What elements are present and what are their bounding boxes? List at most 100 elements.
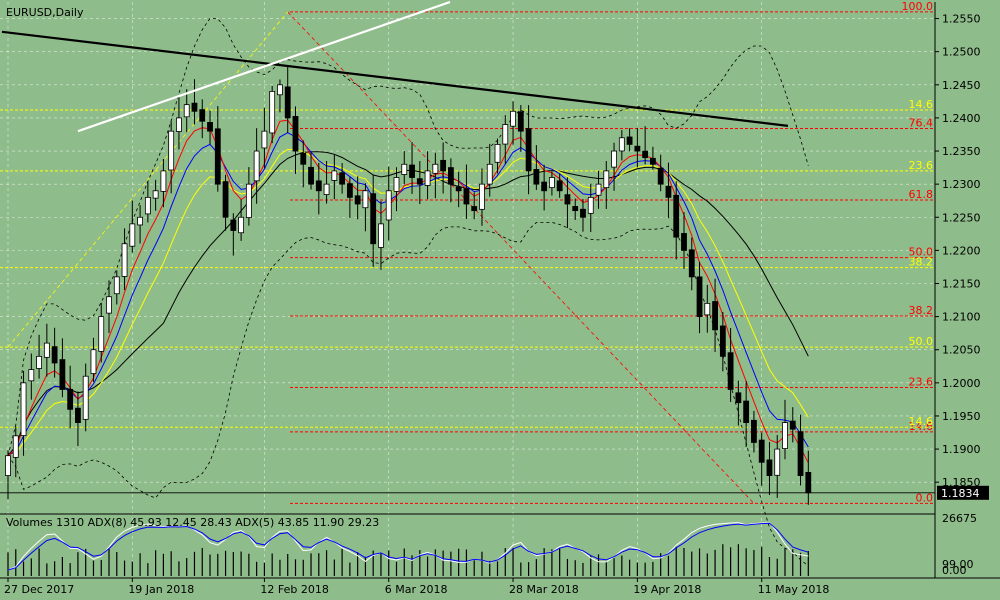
candle-bull [401, 163, 408, 175]
candle-bull [129, 223, 136, 247]
fibo-yellow-label: 38.2 [909, 256, 934, 269]
candle-bear [207, 122, 213, 132]
price-tick-label: 1.1850 [942, 476, 981, 489]
trend-lines [1, 0, 789, 133]
candle-bear [541, 181, 548, 192]
price-tick-label: 1.1950 [942, 410, 981, 423]
candle-bear [556, 180, 563, 192]
time-tick-label: 28 Mar 2018 [509, 583, 579, 596]
price-tick-label: 1.1900 [942, 443, 981, 456]
time-tick-label: 6 Mar 2018 [385, 583, 448, 596]
candle-bull [704, 302, 711, 316]
candle-bear [447, 167, 454, 185]
candle-bull [5, 455, 11, 476]
candle-bear [222, 181, 229, 218]
candle-bull [168, 130, 175, 171]
candle-bull [245, 183, 252, 219]
time-tick-label: 11 May 2018 [758, 583, 830, 596]
candle-bull [323, 183, 330, 195]
trend-line-black [1, 30, 789, 127]
fibo-yellow-trend [7, 11, 289, 348]
fibo-red-label: 23.6 [909, 375, 934, 388]
candle-bear [642, 150, 649, 159]
candle-bear [735, 392, 742, 404]
candle-bull [183, 104, 190, 118]
price-tick-label: 1.2350 [942, 145, 981, 158]
candle-bear [354, 195, 361, 205]
price-tick-label: 1.2300 [942, 178, 981, 191]
candle-bull [98, 316, 105, 352]
candle-bear [805, 472, 812, 494]
current-price-badge [937, 485, 989, 500]
indicator-tick-label: 26675 [942, 512, 977, 525]
fibo-red-label: 38.2 [909, 304, 934, 317]
candle-bear [370, 193, 377, 245]
candle-bull [144, 196, 151, 215]
candle-bear [564, 194, 571, 205]
candle-bear [284, 86, 291, 119]
candle-bear [712, 301, 718, 331]
bollinger-upper [7, 17, 809, 456]
fibo-yellow-label: 14.6 [909, 415, 934, 428]
candle-bull [12, 435, 19, 458]
candle-bull [385, 190, 392, 221]
candles [5, 66, 812, 505]
price-tick-label: 1.2000 [942, 377, 981, 390]
candle-bear [59, 359, 66, 390]
adx-5-line [7, 522, 809, 571]
candle-bear [696, 276, 703, 318]
candle-bear [626, 136, 633, 145]
candle-bull [502, 124, 509, 145]
candle-bear [657, 167, 664, 185]
candle-bull [362, 190, 369, 209]
candle-bear [416, 178, 423, 185]
candle-bear [75, 407, 81, 423]
candle-bull [106, 296, 112, 314]
candle-bull [595, 183, 602, 196]
candle-bull [36, 355, 42, 369]
candle-bear [580, 208, 586, 218]
candle-bull [486, 163, 493, 185]
fibo-red-label: 0.0 [916, 491, 934, 504]
fibo-yellow-label: 23.6 [909, 159, 934, 172]
candle-bull [238, 216, 245, 234]
candle-bear [719, 325, 726, 357]
fibo-red-label: 50.0 [909, 246, 934, 259]
candle-bull [432, 163, 439, 174]
candle-bear [525, 128, 532, 172]
ema-5-line [7, 119, 809, 464]
candle-bull [137, 216, 143, 226]
candle-bear [308, 166, 314, 185]
price-tick-label: 1.2100 [942, 311, 981, 324]
fibo-red-label: 76.4 [909, 117, 934, 130]
candle-bull [160, 170, 167, 192]
candle-bull [82, 375, 89, 420]
sma-21-line [7, 151, 809, 457]
time-tick-label: 19 Jan 2018 [128, 583, 194, 596]
bollinger-lower [7, 222, 809, 567]
candle-bull [28, 369, 35, 382]
candle-bull [121, 243, 128, 277]
fibonacci-levels: 100.076.461.850.038.223.614.60.014.623.6… [0, 0, 935, 504]
indicator-pane [7, 522, 809, 576]
candle-bear [533, 169, 540, 185]
candle-bear [634, 145, 641, 152]
time-tick-label: 27 Dec 2017 [4, 583, 74, 596]
moving-averages [7, 119, 809, 464]
candle-bear [440, 159, 447, 172]
candle-bear [300, 152, 307, 165]
price-tick-label: 1.2550 [942, 13, 981, 26]
candle-bull [494, 144, 501, 163]
candle-bear [292, 116, 299, 152]
symbol-title: EURUSD,Daily [6, 6, 84, 19]
candle-bear [315, 180, 322, 192]
candle-bear [650, 157, 656, 165]
fibo-yellow-label: 14.6 [909, 98, 934, 111]
candle-bull [43, 342, 50, 358]
candle-bull [611, 150, 617, 168]
price-tick-label: 1.2200 [942, 244, 981, 257]
candle-bull [618, 137, 625, 152]
candle-bull [603, 170, 610, 189]
